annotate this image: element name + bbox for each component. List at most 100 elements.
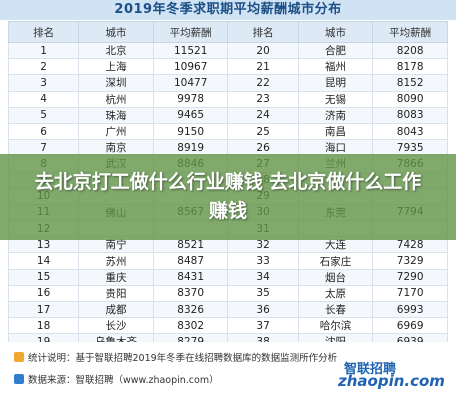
rank-cell: 15 — [7, 268, 80, 286]
city-cell: 合肥 — [297, 41, 374, 60]
salary-cell: 8178 — [372, 58, 448, 76]
rank-cell: 33 — [227, 252, 299, 270]
salary-cell: 8487 — [152, 252, 229, 270]
salary-cell: 9150 — [152, 122, 229, 141]
rank-cell: 37 — [227, 317, 299, 335]
source-note: 数据来源：智联招聘（www.zhaopin.com） — [28, 375, 219, 386]
city-cell: 北京 — [78, 41, 154, 60]
rank-cell: 16 — [7, 284, 80, 303]
overlay-banner: 去北京打工做什么行业赚钱 去北京做什么工作赚钱 — [0, 154, 456, 240]
rank-cell: 1 — [7, 41, 80, 60]
salary-cell: 8090 — [372, 90, 448, 108]
table-row: 15 重庆 8431 34 烟台 7290 — [7, 268, 448, 286]
table-row: 7 南京 8919 26 海口 7935 — [7, 139, 448, 157]
rank-cell: 20 — [227, 41, 299, 60]
salary-cell: 9465 — [152, 106, 229, 124]
city-cell: 太原 — [297, 284, 374, 303]
city-cell: 石家庄 — [297, 252, 374, 270]
city-cell: 重庆 — [78, 268, 154, 286]
header-rank: 排名 — [7, 21, 80, 43]
city-cell: 珠海 — [78, 106, 154, 124]
table-row: 1 北京 11521 20 合肥 8208 — [7, 41, 448, 60]
table-row: 3 深圳 10477 22 昆明 8152 — [7, 74, 448, 92]
table-row: 2 上海 10967 21 福州 8178 — [7, 58, 448, 76]
table-title: 2019年冬季求职期平均薪酬城市分布 — [0, 0, 456, 20]
salary-cell: 9978 — [152, 90, 229, 108]
city-cell: 长沙 — [78, 317, 154, 335]
salary-cell: 6993 — [372, 300, 448, 319]
salary-cell: 8326 — [152, 300, 229, 319]
city-cell: 海口 — [297, 139, 374, 157]
salary-cell: 11521 — [152, 41, 229, 60]
rank-cell: 22 — [227, 74, 299, 92]
salary-cell: 7290 — [372, 268, 448, 286]
stats-note-line: 统计说明：基于智联招聘2019年冬季在线招聘数据库的数据监测所作分析 — [14, 350, 337, 364]
rank-cell: 3 — [7, 74, 80, 92]
overlay-title: 去北京打工做什么行业赚钱 去北京做什么工作赚钱 — [34, 171, 422, 222]
city-cell: 苏州 — [78, 252, 154, 270]
table-header-row: 排名 城市 平均薪酬 排名 城市 平均薪酬 — [7, 21, 448, 43]
city-cell: 成都 — [78, 300, 154, 319]
rank-cell: 24 — [227, 106, 299, 124]
table-row: 18 长沙 8302 37 哈尔滨 6969 — [7, 317, 448, 335]
table-row: 4 杭州 9978 23 无锡 8090 — [7, 90, 448, 108]
rank-cell: 2 — [7, 58, 80, 76]
stats-note: 统计说明：基于智联招聘2019年冬季在线招聘数据库的数据监测所作分析 — [28, 353, 338, 364]
city-cell: 深圳 — [78, 74, 154, 92]
salary-cell: 8919 — [152, 139, 229, 157]
rank-cell: 21 — [227, 58, 299, 76]
city-cell: 福州 — [297, 58, 374, 76]
header-salary: 平均薪酬 — [372, 21, 448, 43]
salary-cell: 8152 — [372, 74, 448, 92]
chart-icon — [14, 352, 24, 362]
rank-cell: 25 — [227, 122, 299, 141]
city-cell: 南京 — [78, 139, 154, 157]
city-cell: 无锡 — [297, 90, 374, 108]
logo-text: 智联招聘 — [344, 362, 397, 377]
city-cell: 上海 — [78, 58, 154, 76]
salary-cell: 7329 — [372, 252, 448, 270]
salary-cell: 8043 — [372, 122, 448, 141]
salary-cell: 10967 — [152, 58, 229, 76]
city-cell: 贵阳 — [78, 284, 154, 303]
rank-cell: 26 — [227, 139, 299, 157]
table-row: 6 广州 9150 25 南昌 8043 — [7, 122, 448, 141]
rank-cell: 35 — [227, 284, 299, 303]
city-cell: 长春 — [297, 300, 374, 319]
header-rank: 排名 — [227, 21, 299, 43]
city-cell: 南宁 — [78, 236, 154, 254]
salary-cell: 8370 — [152, 284, 229, 303]
rank-cell: 6 — [7, 122, 80, 141]
rank-cell: 5 — [7, 106, 80, 124]
city-cell: 哈尔滨 — [297, 317, 374, 335]
source-note-line: 数据来源：智联招聘（www.zhaopin.com） — [14, 372, 219, 386]
rank-cell: 14 — [7, 252, 80, 270]
city-cell: 昆明 — [297, 74, 374, 92]
salary-cell: 8431 — [152, 268, 229, 286]
rank-cell: 36 — [227, 300, 299, 319]
salary-cell: 10477 — [152, 74, 229, 92]
salary-cell: 8302 — [152, 317, 229, 335]
database-icon — [14, 374, 24, 384]
table-row: 5 珠海 9465 24 济南 8083 — [7, 106, 448, 124]
table-row: 14 苏州 8487 33 石家庄 7329 — [7, 252, 448, 270]
city-cell: 烟台 — [297, 268, 374, 286]
city-cell: 济南 — [297, 106, 374, 124]
salary-cell: 8208 — [372, 41, 448, 60]
rank-cell: 18 — [7, 317, 80, 335]
table-row: 16 贵阳 8370 35 太原 7170 — [7, 284, 448, 303]
city-cell: 南昌 — [297, 122, 374, 141]
rank-cell: 34 — [227, 268, 299, 286]
salary-cell: 7170 — [372, 284, 448, 303]
header-salary: 平均薪酬 — [152, 21, 229, 43]
header-city: 城市 — [78, 21, 154, 43]
salary-cell: 6969 — [372, 317, 448, 335]
city-cell: 广州 — [78, 122, 154, 141]
salary-cell: 7935 — [372, 139, 448, 157]
footer: 统计说明：基于智联招聘2019年冬季在线招聘数据库的数据监测所作分析 数据来源：… — [0, 342, 456, 400]
salary-cell: 8083 — [372, 106, 448, 124]
rank-cell: 17 — [7, 300, 80, 319]
rank-cell: 4 — [7, 90, 80, 108]
city-cell: 杭州 — [78, 90, 154, 108]
header-city: 城市 — [297, 21, 374, 43]
